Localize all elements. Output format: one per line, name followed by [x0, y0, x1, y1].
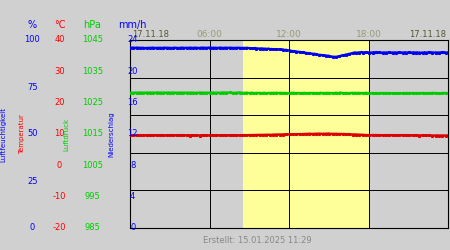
Text: Luftfeuchtigkeit: Luftfeuchtigkeit	[0, 106, 6, 162]
Text: 50: 50	[27, 130, 38, 138]
Text: 17.11.18: 17.11.18	[409, 30, 446, 39]
Text: 75: 75	[27, 82, 38, 92]
Text: mm/h: mm/h	[118, 20, 147, 30]
Text: %: %	[28, 20, 37, 30]
Text: 0: 0	[57, 161, 62, 170]
Text: 16: 16	[127, 98, 138, 107]
Text: 100: 100	[24, 36, 40, 44]
Text: 8: 8	[130, 161, 135, 170]
Text: 25: 25	[27, 176, 38, 186]
Text: 995: 995	[85, 192, 100, 201]
Text: -10: -10	[53, 192, 66, 201]
Text: 20: 20	[127, 67, 138, 76]
Bar	[243, 40, 369, 228]
Text: 24: 24	[127, 36, 138, 44]
Text: °C: °C	[54, 20, 65, 30]
Text: 40: 40	[54, 36, 65, 44]
Text: 985: 985	[84, 224, 100, 232]
Text: 1015: 1015	[82, 130, 103, 138]
Text: Erstellt: 15.01.2025 11:29: Erstellt: 15.01.2025 11:29	[203, 236, 311, 245]
Text: 10: 10	[54, 130, 65, 138]
Text: Luftdruck: Luftdruck	[63, 118, 70, 150]
Text: 4: 4	[130, 192, 135, 201]
Text: Temperatur: Temperatur	[18, 114, 25, 154]
Text: 12: 12	[127, 130, 138, 138]
Text: -20: -20	[53, 224, 66, 232]
Text: 30: 30	[54, 67, 65, 76]
Text: 1025: 1025	[82, 98, 103, 107]
Text: 17.11.18: 17.11.18	[132, 30, 169, 39]
Text: hPa: hPa	[83, 20, 101, 30]
Text: 0: 0	[30, 224, 35, 232]
Text: 1035: 1035	[82, 67, 103, 76]
Text: 1045: 1045	[82, 36, 103, 44]
Text: Niederschlag: Niederschlag	[108, 111, 115, 157]
Text: 20: 20	[54, 98, 65, 107]
Text: 1005: 1005	[82, 161, 103, 170]
Text: 0: 0	[130, 224, 135, 232]
